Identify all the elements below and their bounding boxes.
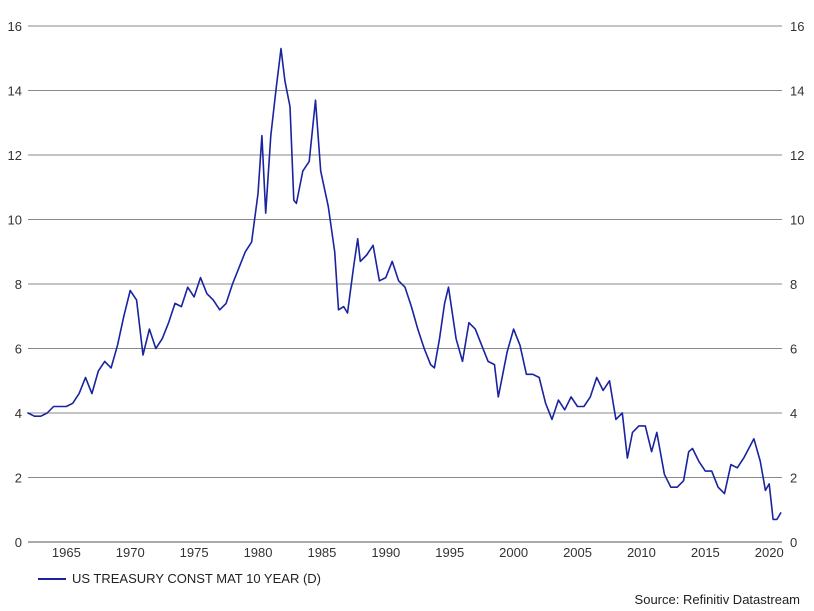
y-tick-label-right: 2 [790, 471, 797, 486]
gridlines [28, 25, 782, 543]
y-tick-label-left: 0 [15, 535, 22, 550]
y-tick-label-left: 4 [15, 406, 22, 421]
y-tick-label-right: 4 [790, 406, 797, 421]
x-tick-label: 2010 [627, 545, 656, 560]
x-tick-label: 2000 [499, 545, 528, 560]
y-tick-label-left: 8 [15, 277, 22, 292]
y-axis-right: 0 2 4 6 8 10 12 14 16 [790, 19, 804, 550]
x-tick-label: 2005 [563, 545, 592, 560]
y-tick-label-left: 10 [8, 213, 22, 228]
legend-swatch [38, 577, 66, 580]
x-tick-label: 1980 [244, 545, 273, 560]
x-tick-label: 1965 [52, 545, 81, 560]
x-tick-label: 2020 [755, 545, 784, 560]
series-line [27, 47, 782, 521]
series-layer [27, 47, 782, 521]
x-tick-label: 1985 [307, 545, 336, 560]
y-tick-label-left: 14 [8, 84, 22, 99]
y-tick-label-right: 8 [790, 277, 797, 292]
x-tick-label: 1975 [180, 545, 209, 560]
legend-label: US TREASURY CONST MAT 10 YEAR (D) [72, 571, 321, 586]
x-tick-label: 1970 [116, 545, 145, 560]
y-tick-label-right: 16 [790, 19, 804, 34]
y-tick-label-left: 2 [15, 471, 22, 486]
source-note: Source: Refinitiv Datastream [634, 592, 800, 607]
x-tick-label: 1995 [435, 545, 464, 560]
y-tick-label-right: 0 [790, 535, 797, 550]
x-axis: 1965 1970 1975 1980 1985 1990 1995 2000 2005 2010… [52, 545, 784, 560]
y-tick-label-right: 6 [790, 342, 797, 357]
y-tick-label-right: 14 [790, 84, 804, 99]
y-tick-label-left: 6 [15, 342, 22, 357]
x-tick-label: 1990 [371, 545, 400, 560]
y-tick-label-left: 12 [8, 148, 22, 163]
legend: US TREASURY CONST MAT 10 YEAR (D) [38, 571, 321, 586]
y-axis-left: 0 2 4 6 8 10 12 14 16 [8, 19, 22, 550]
x-tick-label: 2015 [691, 545, 720, 560]
y-tick-label-left: 16 [8, 19, 22, 34]
y-tick-label-right: 10 [790, 213, 804, 228]
y-tick-label-right: 12 [790, 148, 804, 163]
